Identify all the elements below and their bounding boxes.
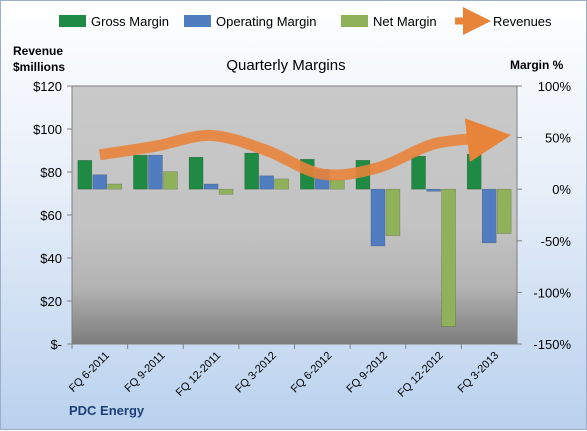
- operating-margin-bar: [427, 189, 441, 191]
- right-tick-label: -50%: [541, 234, 572, 249]
- left-axis-ticks: $120 $100 $80 $60 $40 $20 $-: [33, 79, 72, 352]
- gross-margin-legend-swatch: [59, 15, 86, 27]
- gross-margin-bar: [189, 157, 203, 189]
- gross-margin-bar: [245, 153, 259, 189]
- net-margin-bar: [219, 189, 233, 194]
- gross-margin-legend-label: Gross Margin: [91, 14, 169, 29]
- y-left-title-line1: Revenue: [13, 44, 63, 58]
- operating-margin-bar: [260, 176, 274, 189]
- operating-margin-bar: [371, 189, 385, 246]
- net-margin-bar: [442, 189, 456, 326]
- net-margin-bar: [108, 184, 122, 189]
- left-tick-label: $80: [40, 165, 62, 180]
- x-tick-label: FQ 9-2012: [344, 350, 390, 396]
- net-margin-bar: [275, 179, 289, 189]
- gross-margin-bar: [467, 154, 481, 189]
- x-tick-label: FQ 3-2013: [456, 350, 502, 396]
- operating-margin-bar: [93, 175, 107, 189]
- chart-legend: Gross Margin Operating Margin Net Margin Re…: [59, 14, 552, 29]
- net-margin-legend-label: Net Margin: [373, 14, 437, 29]
- net-margin-bar: [497, 189, 511, 233]
- left-tick-label: $60: [40, 208, 62, 223]
- operating-margin-legend-label: Operating Margin: [216, 14, 316, 29]
- left-tick-label: $20: [40, 294, 62, 309]
- right-axis-ticks: 100% 50% 0% -50% -100% -150%: [517, 79, 571, 352]
- net-margin-bar: [386, 189, 400, 235]
- net-margin-bar: [163, 172, 177, 190]
- operating-margin-bar: [204, 184, 218, 189]
- x-tick-label: FQ 12-2011: [174, 350, 223, 399]
- gross-margin-bar: [78, 160, 92, 189]
- gross-margin-bar: [133, 155, 147, 189]
- left-tick-label: $40: [40, 251, 62, 266]
- company-label: PDC Energy: [69, 403, 145, 418]
- y-left-title-line2: $millions: [13, 60, 65, 74]
- right-tick-label: 0%: [552, 182, 571, 197]
- operating-margin-legend-swatch: [184, 15, 211, 27]
- chart-title: Quarterly Margins: [226, 57, 345, 74]
- operating-margin-bar: [482, 189, 496, 243]
- gross-margin-bar: [412, 156, 426, 189]
- right-tick-label: -150%: [533, 337, 571, 352]
- x-tick-label: FQ 3-2012: [233, 350, 279, 396]
- x-tick-label: FQ 12-2012: [396, 350, 446, 400]
- left-tick-label: $-: [50, 337, 62, 352]
- y-right-title: Margin %: [510, 58, 564, 72]
- right-tick-label: 100%: [538, 79, 572, 94]
- x-tick-label: FQ 9-2011: [122, 350, 167, 395]
- right-tick-label: -100%: [533, 285, 571, 300]
- x-tick-label: FQ 6-2012: [289, 350, 335, 396]
- left-tick-label: $100: [33, 122, 62, 137]
- right-tick-label: 50%: [545, 131, 571, 146]
- left-tick-label: $120: [33, 79, 62, 94]
- net-margin-legend-swatch: [341, 15, 368, 27]
- revenues-legend-label: Revenues: [493, 14, 552, 29]
- operating-margin-bar: [148, 155, 162, 189]
- net-margin-bar: [330, 180, 344, 189]
- x-tick-label: FQ 6-2011: [67, 350, 112, 395]
